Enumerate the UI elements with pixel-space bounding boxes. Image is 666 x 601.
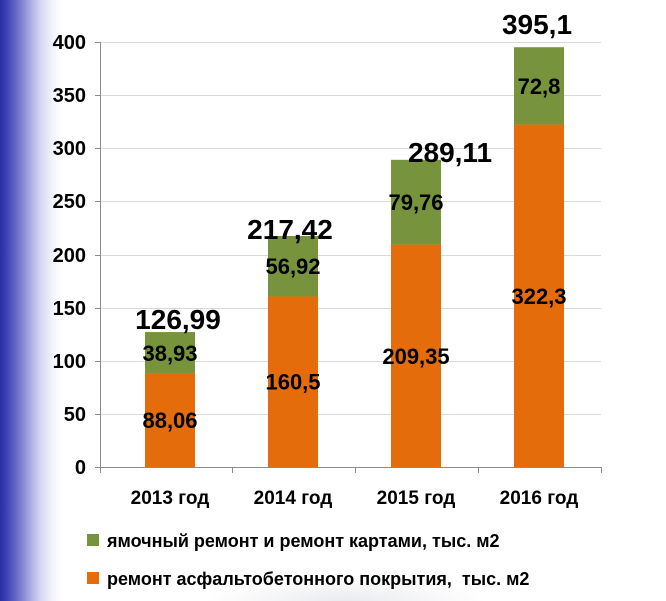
data-label-2013-asphalt-paving: 88,06 [142, 408, 197, 433]
bars [145, 47, 564, 468]
total-label-2013: 126,99 [135, 304, 221, 335]
y-tick-label-200: 200 [53, 245, 86, 267]
y-axis-tick-labels: 0 50 100 150 200 250 300 350 400 [53, 32, 86, 479]
y-tick-label-0: 0 [75, 457, 86, 479]
legend-swatch-pothole-repair [87, 534, 99, 546]
data-label-2013-pothole-repair: 38,93 [142, 341, 197, 366]
bar-2016-asphalt-paving [514, 124, 564, 468]
y-tick-label-400: 400 [53, 32, 86, 54]
x-axis-tick-labels: 2013 год 2014 год 2015 год 2016 год [131, 488, 579, 509]
y-tick-label-150: 150 [53, 298, 86, 320]
segment-data-labels: 88,06 38,93 160,5 56,92 209,35 79,76 322,3 72,8 [142, 74, 566, 433]
bar-2013-pothole-repair [145, 332, 195, 374]
y-tick-label-50: 50 [64, 404, 86, 426]
x-tick-label-2014: 2014 год [254, 488, 333, 509]
total-label-2016: 395,1 [502, 9, 572, 40]
data-label-2016-pothole-repair: 72,8 [518, 74, 561, 99]
data-label-2015-pothole-repair: 79,76 [388, 190, 443, 215]
legend: ямочный ремонт и ремонт картами, тыс. м2… [87, 531, 529, 589]
bar-2015-pothole-repair [391, 159, 441, 245]
y-tick-label-250: 250 [53, 191, 86, 213]
data-label-2014-pothole-repair: 56,92 [265, 254, 320, 279]
legend-label-pothole-repair: ямочный ремонт и ремонт картами, тыс. м2 [106, 531, 500, 551]
bar-2013-asphalt-paving [145, 373, 195, 467]
total-label-2014: 217,42 [247, 214, 333, 245]
y-tick-label-300: 300 [53, 138, 86, 160]
data-label-2015-asphalt-paving: 209,35 [382, 344, 449, 369]
x-tick-label-2015: 2015 год [377, 488, 456, 509]
y-tick-label-350: 350 [53, 85, 86, 107]
x-tick-label-2013: 2013 год [131, 488, 210, 509]
bar-2015-asphalt-paving [391, 244, 441, 467]
axes [95, 42, 602, 473]
legend-label-asphalt-paving: ремонт асфальтобетонного покрытия, тыс. … [107, 569, 529, 589]
bar-2014-pothole-repair [268, 235, 318, 297]
data-label-2014-asphalt-paving: 160,5 [265, 370, 320, 395]
x-tick-label-2016: 2016 год [500, 488, 579, 509]
y-tick-label-100: 100 [53, 351, 86, 373]
legend-swatch-asphalt-paving [87, 572, 99, 584]
total-label-2015: 289,11 [408, 137, 492, 168]
total-data-labels: 126,99 217,42 289,11 395,1 [135, 9, 572, 335]
bar-2014-asphalt-paving [268, 296, 318, 467]
bar-2016-pothole-repair [514, 47, 564, 125]
data-label-2016-asphalt-paving: 322,3 [511, 284, 566, 309]
